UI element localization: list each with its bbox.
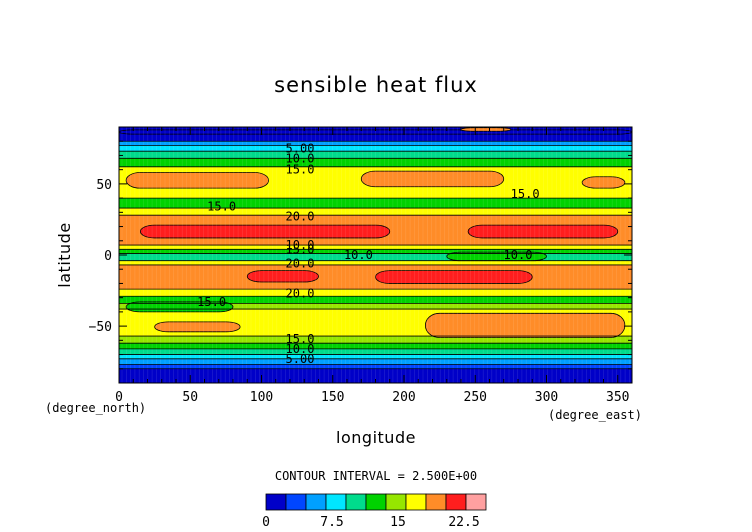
plot-texture	[121, 127, 630, 383]
patch-6	[375, 270, 533, 284]
band-21	[119, 151, 632, 159]
x-tick-label: 150	[321, 390, 344, 405]
contour-label: 15.0	[286, 163, 315, 177]
band-20	[119, 158, 632, 167]
x-unit-label: (degree_east)	[548, 408, 642, 422]
colorbar-tick-label: 0	[262, 515, 270, 530]
contour-label: 15.0	[197, 295, 226, 309]
colorbar-tick-label: 7.5	[320, 515, 343, 530]
colorbar-swatch	[325, 493, 347, 511]
colorbar-swatch	[385, 493, 407, 511]
band-4	[119, 348, 632, 355]
band-2	[119, 358, 632, 365]
contour-label: 20.0	[286, 257, 315, 271]
x-tick-label: 50	[182, 390, 198, 405]
x-tick-label: 200	[392, 390, 415, 405]
contour-label: 10.0	[504, 248, 533, 262]
patch-8	[154, 321, 241, 333]
contour-label: 10.0	[286, 342, 315, 356]
plot-patches	[118, 127, 633, 338]
x-tick-label: 350	[606, 390, 629, 405]
band-5	[119, 343, 632, 349]
x-axis: 0 50 100 150 200 250 300 350	[115, 127, 629, 405]
x-tick-label: 250	[464, 390, 487, 405]
y-axis-label: latitude	[55, 222, 74, 287]
contour-label: 20.0	[286, 210, 315, 224]
colorbar-tick-label: 22.5	[448, 515, 479, 530]
colorbar-swatch	[405, 493, 427, 511]
band-10	[119, 289, 632, 297]
colorbar-swatch	[305, 493, 327, 511]
contour-label: 15.0	[511, 187, 540, 201]
y-tick-label: 50	[96, 178, 112, 193]
band-14	[119, 249, 632, 254]
contour-label: 10.0	[286, 238, 315, 252]
band-12	[119, 260, 632, 265]
band-13	[119, 253, 632, 261]
patch-3	[139, 224, 391, 239]
band-22	[119, 145, 632, 152]
contour-label: 5.00	[286, 352, 315, 366]
colorbar-swatch	[285, 493, 307, 511]
x-axis-label: longitude	[336, 428, 416, 447]
band-17	[119, 208, 632, 216]
contour-label: 10.0	[286, 151, 315, 165]
contour-label: 15.0	[286, 242, 315, 256]
contour-lines	[119, 140, 632, 370]
contour-label: 15.0	[207, 200, 236, 214]
contour-label: 10.0	[344, 248, 373, 262]
patch-5	[246, 270, 319, 283]
band-8	[119, 303, 632, 310]
band-23	[119, 141, 632, 146]
colorbar-swatch	[425, 493, 447, 511]
x-tick-label: 300	[535, 390, 558, 405]
patch-7	[424, 312, 626, 338]
colorbar-swatch	[265, 493, 287, 511]
contour-label: 5.00	[286, 141, 315, 155]
band-9	[119, 296, 632, 304]
patch-2	[581, 176, 626, 189]
x-tick-label: 0	[115, 390, 123, 405]
contour-label: 20.0	[286, 286, 315, 300]
colorbar-tick-label: 15	[390, 515, 406, 530]
y-unit-label: (degree_north)	[45, 401, 146, 415]
x-tick-label: 100	[250, 390, 273, 405]
colorbar-swatch	[465, 493, 487, 511]
band-3	[119, 354, 632, 359]
y-tick-label: 0	[104, 249, 112, 264]
colorbar-swatch	[345, 493, 367, 511]
contour-label: 15.0	[286, 332, 315, 346]
y-tick-label: −50	[89, 320, 112, 335]
patch-1	[360, 170, 505, 188]
band-15	[119, 245, 632, 250]
contour-interval-text: CONTOUR INTERVAL = 2.500E+00	[275, 469, 477, 483]
colorbar-swatch	[365, 493, 387, 511]
y-axis: −50 0 50	[89, 140, 632, 370]
colorbar: 0 7.5 15 22.5	[262, 493, 487, 530]
patch-4	[467, 224, 619, 239]
chart-title: sensible heat flux	[274, 73, 478, 97]
band-6	[119, 336, 632, 344]
colorbar-swatch	[445, 493, 467, 511]
band-1	[119, 364, 632, 369]
band-18	[119, 198, 632, 209]
patch-0	[125, 172, 270, 189]
